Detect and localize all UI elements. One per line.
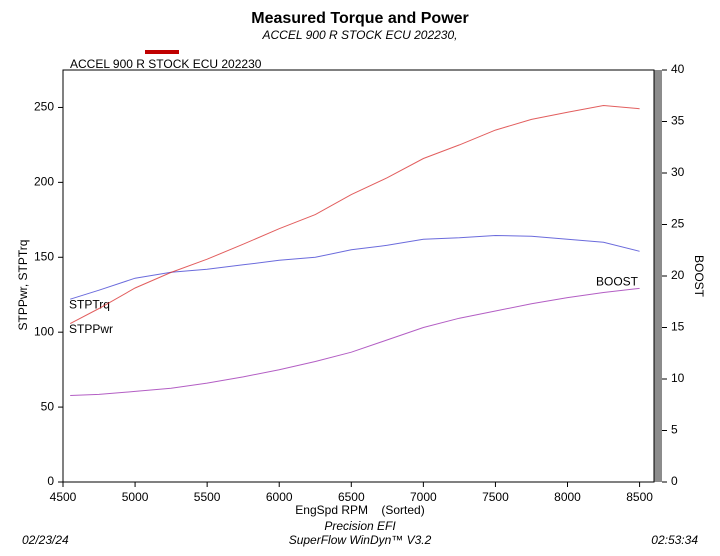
footer-company: Precision EFI (324, 519, 396, 533)
y2-axis-label: BOOST (692, 255, 706, 298)
x-tick-label: 6000 (266, 490, 293, 504)
y2-tick-label: 35 (671, 114, 685, 128)
y2-tick-label: 15 (671, 320, 685, 334)
x-tick-label: 8500 (626, 490, 653, 504)
legend-swatch (145, 50, 179, 54)
x-tick-label: 4500 (50, 490, 77, 504)
plot-frame (62, 69, 655, 483)
x-tick-label: 7000 (410, 490, 437, 504)
series-line (70, 287, 640, 396)
x-tick-label: 5000 (122, 490, 149, 504)
y2-tick-label: 10 (671, 371, 685, 385)
series-line (69, 104, 640, 325)
y2-tick-label: 0 (671, 474, 678, 488)
y-tick-label: 150 (34, 249, 54, 263)
x-tick-label: 6500 (338, 490, 365, 504)
y-tick-label: 250 (34, 100, 54, 114)
y2-tick-label: 5 (671, 423, 678, 437)
y-tick-label: 50 (41, 399, 55, 413)
footer-software: SuperFlow WinDyn™ V3.2 (289, 533, 432, 547)
y2-tick-label: 25 (671, 217, 685, 231)
x-axis-label: EngSpd RPM (Sorted) (295, 503, 424, 517)
x-tick-label: 5500 (194, 490, 221, 504)
series-label: STPPwr (69, 322, 113, 336)
series-line (70, 234, 640, 300)
y-axis-label: STPPwr, STPTrq (16, 240, 30, 331)
footer-time: 02:53:34 (651, 533, 698, 547)
axis-shade (654, 70, 662, 482)
chart-subtitle: ACCEL 900 R STOCK ECU 202230, (262, 28, 458, 42)
x-tick-label: 7500 (482, 490, 509, 504)
legend-title: ACCEL 900 R STOCK ECU 202230 (70, 57, 262, 71)
y-tick-label: 100 (34, 324, 54, 338)
y-tick-label: 200 (34, 175, 54, 189)
x-tick-label: 8000 (554, 490, 581, 504)
series-label: BOOST (596, 275, 639, 289)
series-label: STPTrq (69, 297, 110, 311)
y-tick-label: 0 (47, 474, 54, 488)
y2-tick-label: 30 (671, 165, 685, 179)
y2-tick-label: 20 (671, 268, 685, 282)
y2-tick-label: 40 (671, 62, 685, 76)
footer-date: 02/23/24 (22, 533, 69, 547)
chart-title: Measured Torque and Power (251, 10, 469, 27)
